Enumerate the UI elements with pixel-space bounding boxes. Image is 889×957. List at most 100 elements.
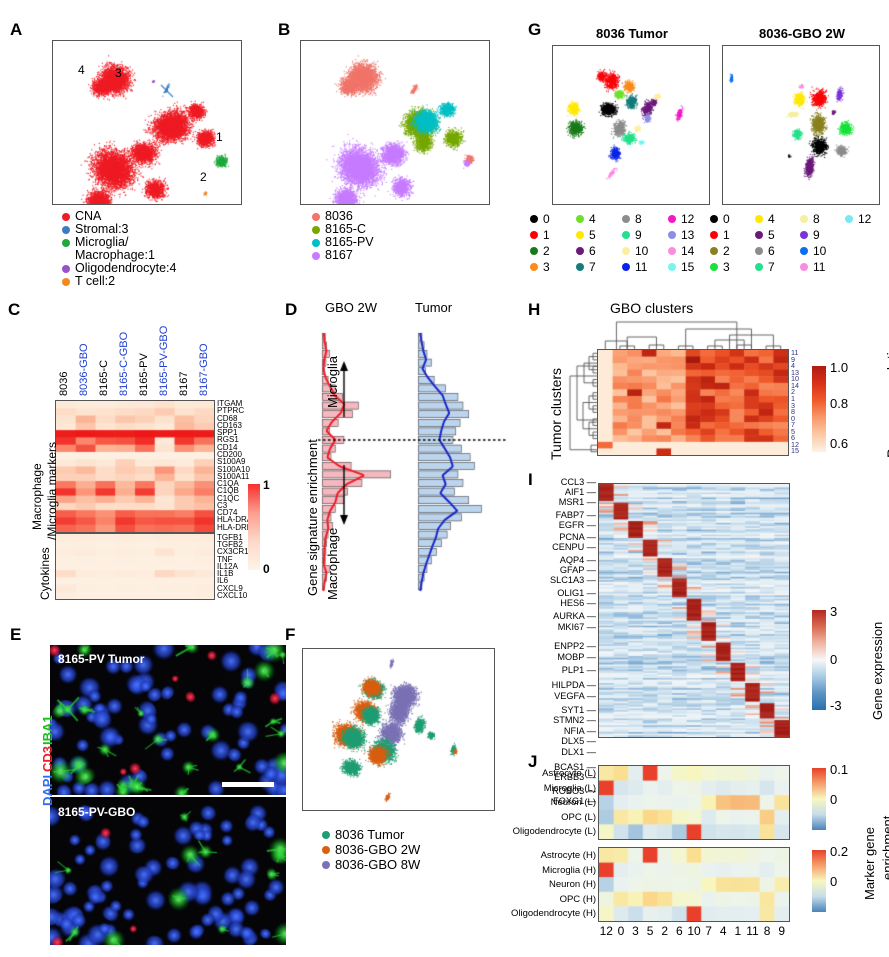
legend-label: 8167 [325, 248, 353, 262]
umap-a-canvas[interactable] [53, 41, 241, 204]
cluster-legend-item-3[interactable]: 3 [530, 260, 550, 274]
cluster-legend-item-2[interactable]: 2 [530, 244, 550, 258]
cluster-legend-item-8[interactable]: 8 [622, 212, 642, 226]
panel-e-images[interactable] [50, 645, 286, 945]
cluster-dot-icon [710, 247, 718, 255]
legend-item[interactable]: 8036 Tumor [322, 828, 420, 841]
legend-label: Microglia/ [75, 235, 129, 249]
cluster-mark-2: 2 [200, 170, 207, 184]
panel-c-column-label: 8165-C [98, 359, 110, 396]
panel-i-gene-label: CCL3 — [560, 477, 596, 487]
panel-i-gene-label: NFIA — [563, 726, 596, 736]
umap-g1-canvas[interactable] [553, 46, 709, 204]
cluster-legend-item-7[interactable]: 7 [755, 260, 775, 274]
panel-d-plot[interactable] [310, 325, 510, 600]
heatmap-i-canvas[interactable] [599, 484, 789, 737]
umap-g2-canvas[interactable] [723, 46, 879, 204]
cluster-dot-icon [622, 231, 630, 239]
panel-j-colorbar-low [812, 768, 826, 830]
cluster-legend-item-4[interactable]: 4 [576, 212, 596, 226]
legend-item[interactable]: 8036 [312, 210, 374, 223]
fluorescence-image-tumor[interactable] [50, 645, 286, 795]
panel-g-title-left: 8036 Tumor [595, 26, 668, 41]
cluster-legend-item-7[interactable]: 7 [576, 260, 596, 274]
legend-item[interactable]: Oligodendrocyte:4 [62, 262, 176, 275]
cluster-legend-item-12[interactable]: 12 [668, 212, 694, 226]
panel-g-umap-gbo[interactable] [722, 45, 880, 205]
cluster-legend-item-14[interactable]: 14 [668, 244, 694, 258]
cluster-legend-item-4[interactable]: 4 [755, 212, 775, 226]
panel-j-x-label: 10 [687, 924, 701, 938]
legend-item[interactable]: Microglia/ [62, 236, 176, 249]
panel-e-channel-iba1: IBA1 [40, 715, 55, 745]
heatmap-j-low-canvas[interactable] [599, 766, 789, 839]
panel-j-heatmap-high[interactable] [598, 847, 790, 922]
cluster-legend-item-11[interactable]: 11 [622, 260, 647, 274]
histogram-d-canvas[interactable] [310, 325, 510, 600]
cluster-legend-item-10[interactable]: 10 [622, 244, 648, 258]
panel-g-umap-tumor[interactable] [552, 45, 710, 205]
legend-item[interactable]: T cell:2 [62, 275, 176, 288]
panel-h-row-label: 7 [791, 420, 795, 430]
fluorescence-image-gbo[interactable] [50, 797, 286, 945]
legend-item[interactable]: 8167 [312, 249, 374, 262]
umap-f-canvas[interactable] [303, 649, 494, 810]
heatmap-h-canvas[interactable] [598, 350, 788, 455]
legend-item[interactable]: Stromal:3 [62, 223, 176, 236]
cluster-legend-item-1[interactable]: 1 [710, 228, 730, 242]
legend-item[interactable]: Macrophage:1 [62, 249, 176, 262]
panel-e-caption-gbo: 8165-PV-GBO [58, 805, 136, 819]
cluster-legend-label: 12 [858, 212, 872, 226]
cluster-legend-item-1[interactable]: 1 [530, 228, 550, 242]
panel-i-gene-label: DLX1 — [561, 747, 596, 757]
heatmap-j-high-canvas[interactable] [599, 848, 789, 921]
cluster-legend-item-8[interactable]: 8 [800, 212, 820, 226]
cluster-legend-item-13[interactable]: 13 [668, 228, 694, 242]
cluster-legend-item-15[interactable]: 15 [668, 260, 694, 274]
panel-h-heatmap[interactable] [597, 349, 789, 456]
panel-j-x-label: 4 [719, 924, 727, 938]
legend-item[interactable]: 8036-GBO 2W [322, 843, 420, 856]
panel-c-gene-label: S100A10 [217, 464, 250, 474]
panel-j-row-label: OPC (L) [561, 811, 596, 823]
panel-c-gene-label: PTPRC [217, 406, 245, 416]
legend-label: 8165-C [325, 222, 366, 236]
panel-c-heatmap-markers[interactable] [55, 400, 215, 533]
heatmap-c1-canvas[interactable] [56, 401, 214, 532]
legend-item[interactable]: CNA [62, 210, 176, 223]
cluster-legend-item-6[interactable]: 6 [576, 244, 596, 258]
legend-item[interactable]: 8036-GBO 8W [322, 858, 420, 871]
legend-item[interactable]: 8165-C [312, 223, 374, 236]
cluster-legend-item-12[interactable]: 12 [845, 212, 871, 226]
panel-i-heatmap[interactable] [598, 483, 790, 738]
cluster-legend-item-0[interactable]: 0 [530, 212, 550, 226]
cluster-legend-item-6[interactable]: 6 [755, 244, 775, 258]
panel-j-x-label: 6 [676, 924, 683, 938]
panel-c-gene-label: SPP1 [217, 428, 238, 438]
umap-b-canvas[interactable] [301, 41, 489, 204]
panel-c-colorbar-min: 0 [263, 562, 270, 576]
panel-a-umap[interactable] [52, 40, 242, 205]
cluster-legend-item-11[interactable]: 11 [800, 260, 825, 274]
panel-b-umap[interactable] [300, 40, 490, 205]
cluster-legend-item-5[interactable]: 5 [755, 228, 775, 242]
cluster-legend-item-5[interactable]: 5 [576, 228, 596, 242]
legend-item[interactable]: 8165-PV [312, 236, 374, 249]
cluster-legend-item-10[interactable]: 10 [800, 244, 826, 258]
cluster-legend-item-0[interactable]: 0 [710, 212, 730, 226]
cluster-legend-item-9[interactable]: 9 [622, 228, 642, 242]
panel-j-colorbar-label-b: enrichment [880, 815, 889, 880]
panel-c-gene-label: S100A11 [217, 471, 250, 481]
cluster-legend-item-9[interactable]: 9 [800, 228, 820, 242]
panel-f-umap[interactable] [302, 648, 495, 811]
panel-c-heatmap-cytokines[interactable] [55, 533, 215, 600]
cluster-legend-item-2[interactable]: 2 [710, 244, 730, 258]
cluster-dot-icon [668, 215, 676, 223]
panel-j-heatmap-low[interactable] [598, 765, 790, 840]
cluster-legend-label: 15 [681, 260, 695, 274]
cluster-dot-icon [755, 247, 763, 255]
heatmap-c2-canvas[interactable] [56, 534, 214, 599]
panel-h-dendrogram-left [565, 350, 597, 455]
cluster-dot-icon [668, 263, 676, 271]
cluster-legend-item-3[interactable]: 3 [710, 260, 730, 274]
